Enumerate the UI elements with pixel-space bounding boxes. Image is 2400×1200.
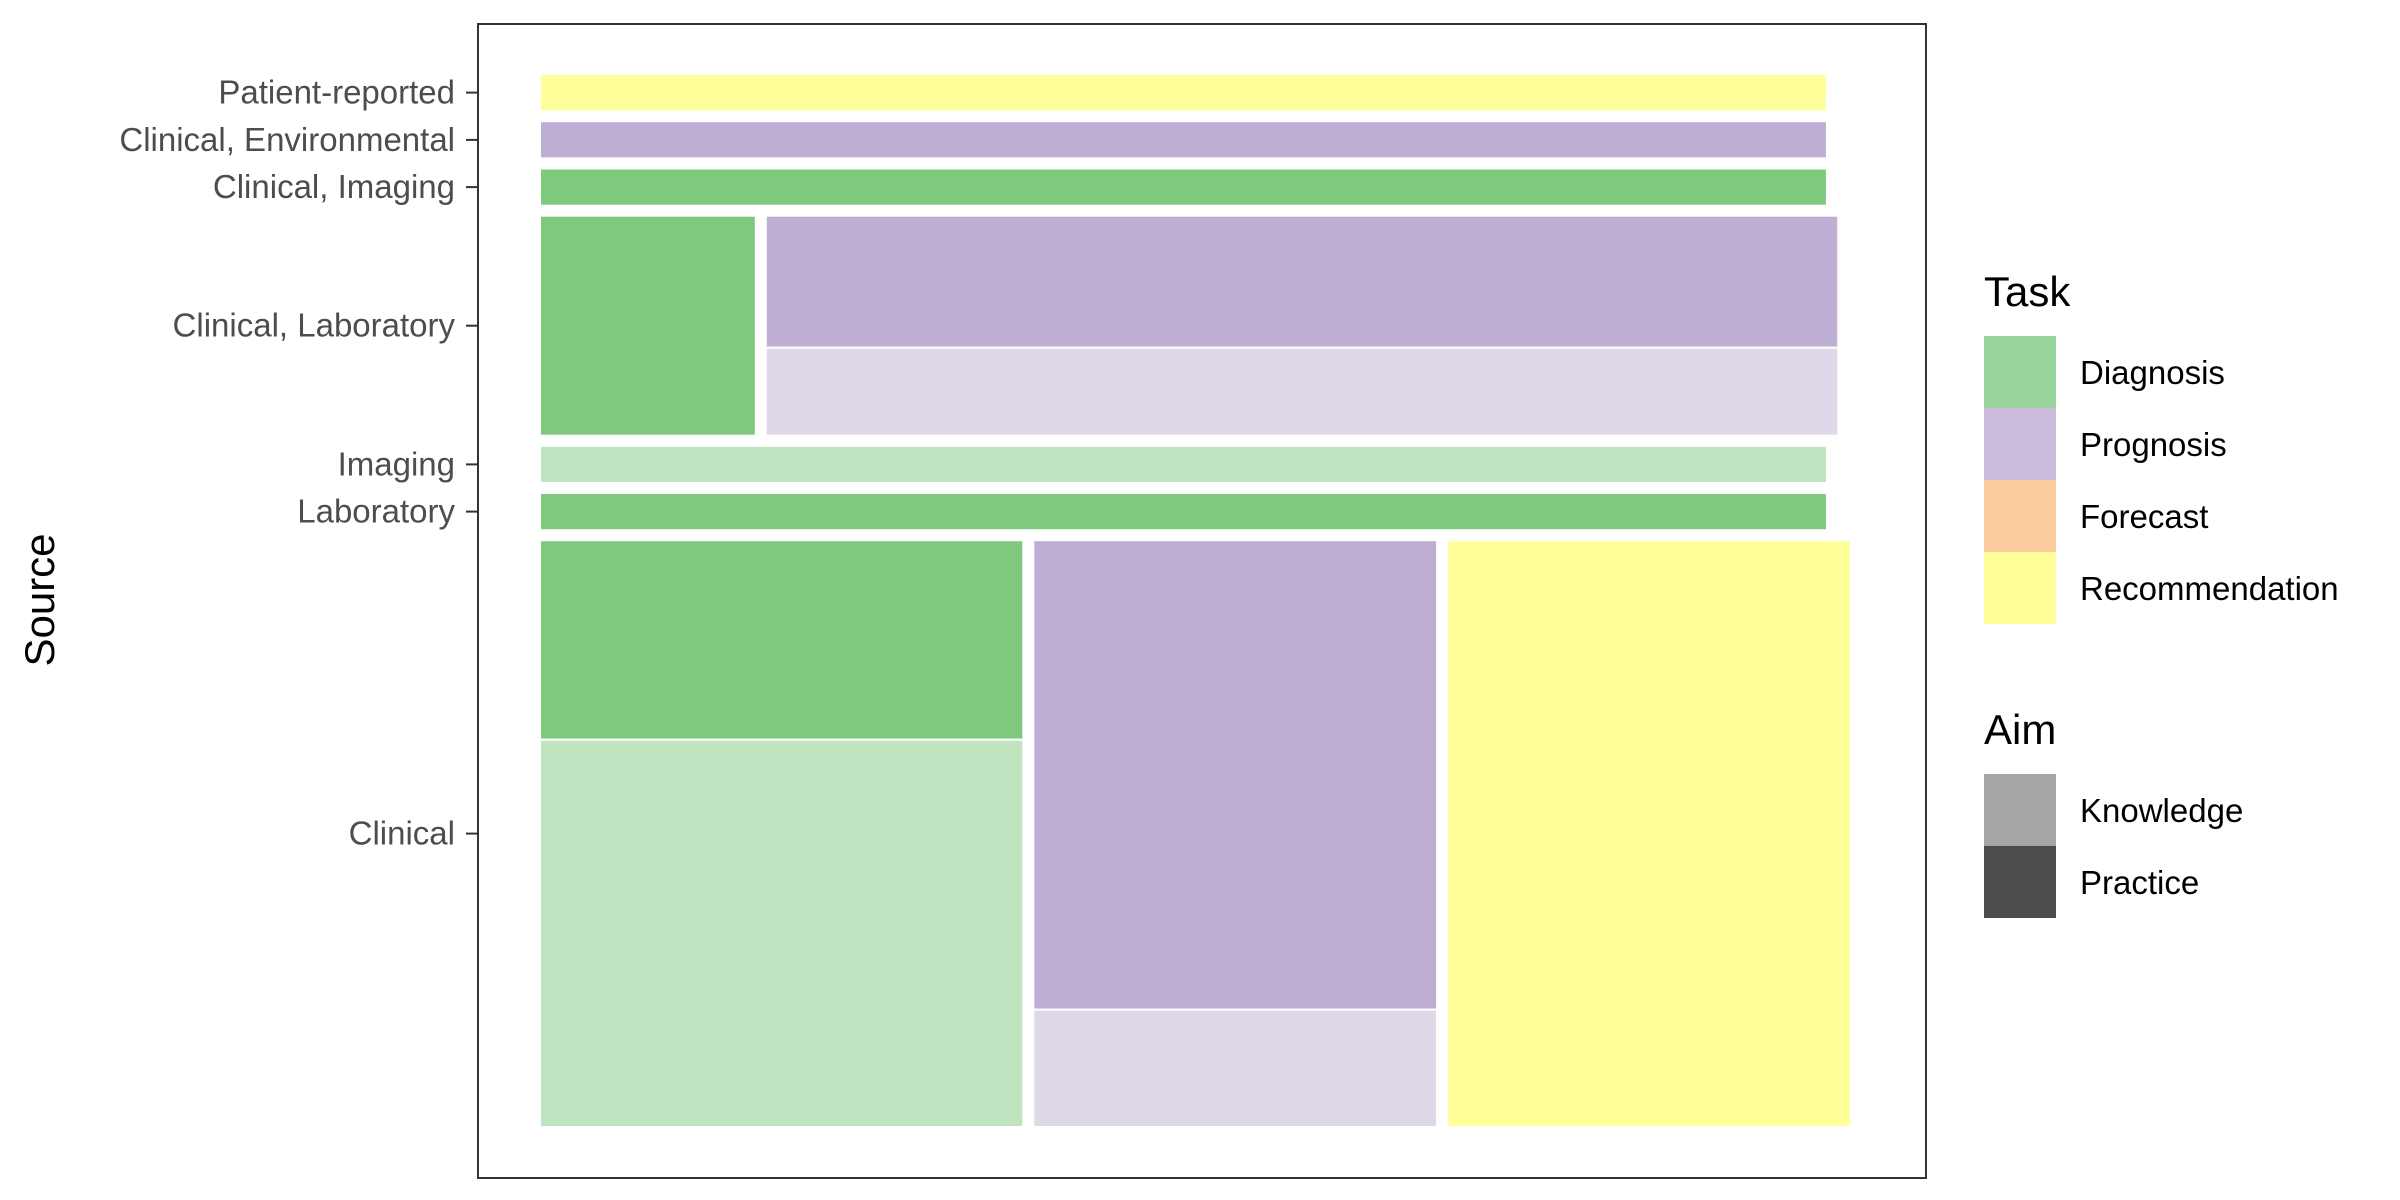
y-tick-label-imaging: Imaging <box>338 445 455 482</box>
y-axis-ticks: Patient-reported Clinical, Environmental C… <box>119 74 478 852</box>
y-tick-label-clinical-imaging: Clinical, Imaging <box>213 168 455 205</box>
legend-key-practice <box>1984 846 2056 918</box>
mosaic-tile-laboratory-diagnosis-practice <box>539 492 1828 532</box>
legend-title-task: Task <box>1984 268 2071 315</box>
mosaic-tile-patient-reported-recommendation-practice <box>539 73 1828 113</box>
mosaic-tile-imaging-diagnosis-knowledge <box>539 444 1828 484</box>
mosaic-tile-clinical-imaging-diagnosis-practice <box>539 167 1828 207</box>
chart-marks <box>539 73 1852 1128</box>
legend-label-diagnosis: Diagnosis <box>2080 354 2225 391</box>
legend-key-prognosis <box>1984 408 2056 480</box>
mosaic-tile-clinical-recommendation-practice <box>1446 539 1852 1128</box>
legend-key-recommendation <box>1984 552 2056 624</box>
mosaic-tile-clinical-laboratory-diagnosis-practice <box>539 214 757 437</box>
mosaic-tile-clinical-diagnosis-knowledge <box>539 738 1025 1128</box>
legend-key-knowledge <box>1984 774 2056 846</box>
legend-title-aim: Aim <box>1984 706 2056 753</box>
y-tick-label-patient-reported: Patient-reported <box>218 74 455 111</box>
y-tick-label-clinical-environmental: Clinical, Environmental <box>119 121 455 158</box>
legend-label-prognosis: Prognosis <box>2080 426 2227 463</box>
mosaic-tile-clinical-prognosis-practice <box>1032 539 1439 1011</box>
mosaic-tile-clinical-laboratory-prognosis-knowledge <box>764 346 1840 437</box>
y-axis-title: Source <box>16 533 63 666</box>
y-tick-label-clinical-laboratory: Clinical, Laboratory <box>173 307 456 344</box>
legends: Task Diagnosis Prognosis Forecast Recommenda… <box>1984 268 2339 918</box>
legend-label-practice: Practice <box>2080 864 2199 901</box>
legend-key-forecast <box>1984 480 2056 552</box>
y-tick-label-clinical: Clinical <box>349 815 455 852</box>
legend-key-diagnosis <box>1984 336 2056 408</box>
legend-label-knowledge: Knowledge <box>2080 792 2243 829</box>
legend-label-recommendation: Recommendation <box>2080 570 2339 607</box>
mosaic-tile-clinical-environmental-prognosis-practice <box>539 120 1828 160</box>
y-tick-label-laboratory: Laboratory <box>297 493 455 530</box>
mosaic-tile-clinical-laboratory-prognosis-practice <box>764 214 1840 349</box>
mosaic-tile-clinical-prognosis-knowledge <box>1032 1008 1439 1128</box>
legend-label-forecast: Forecast <box>2080 498 2208 535</box>
panel-border <box>477 23 1927 1179</box>
mosaic-tile-clinical-diagnosis-practice <box>539 539 1025 741</box>
